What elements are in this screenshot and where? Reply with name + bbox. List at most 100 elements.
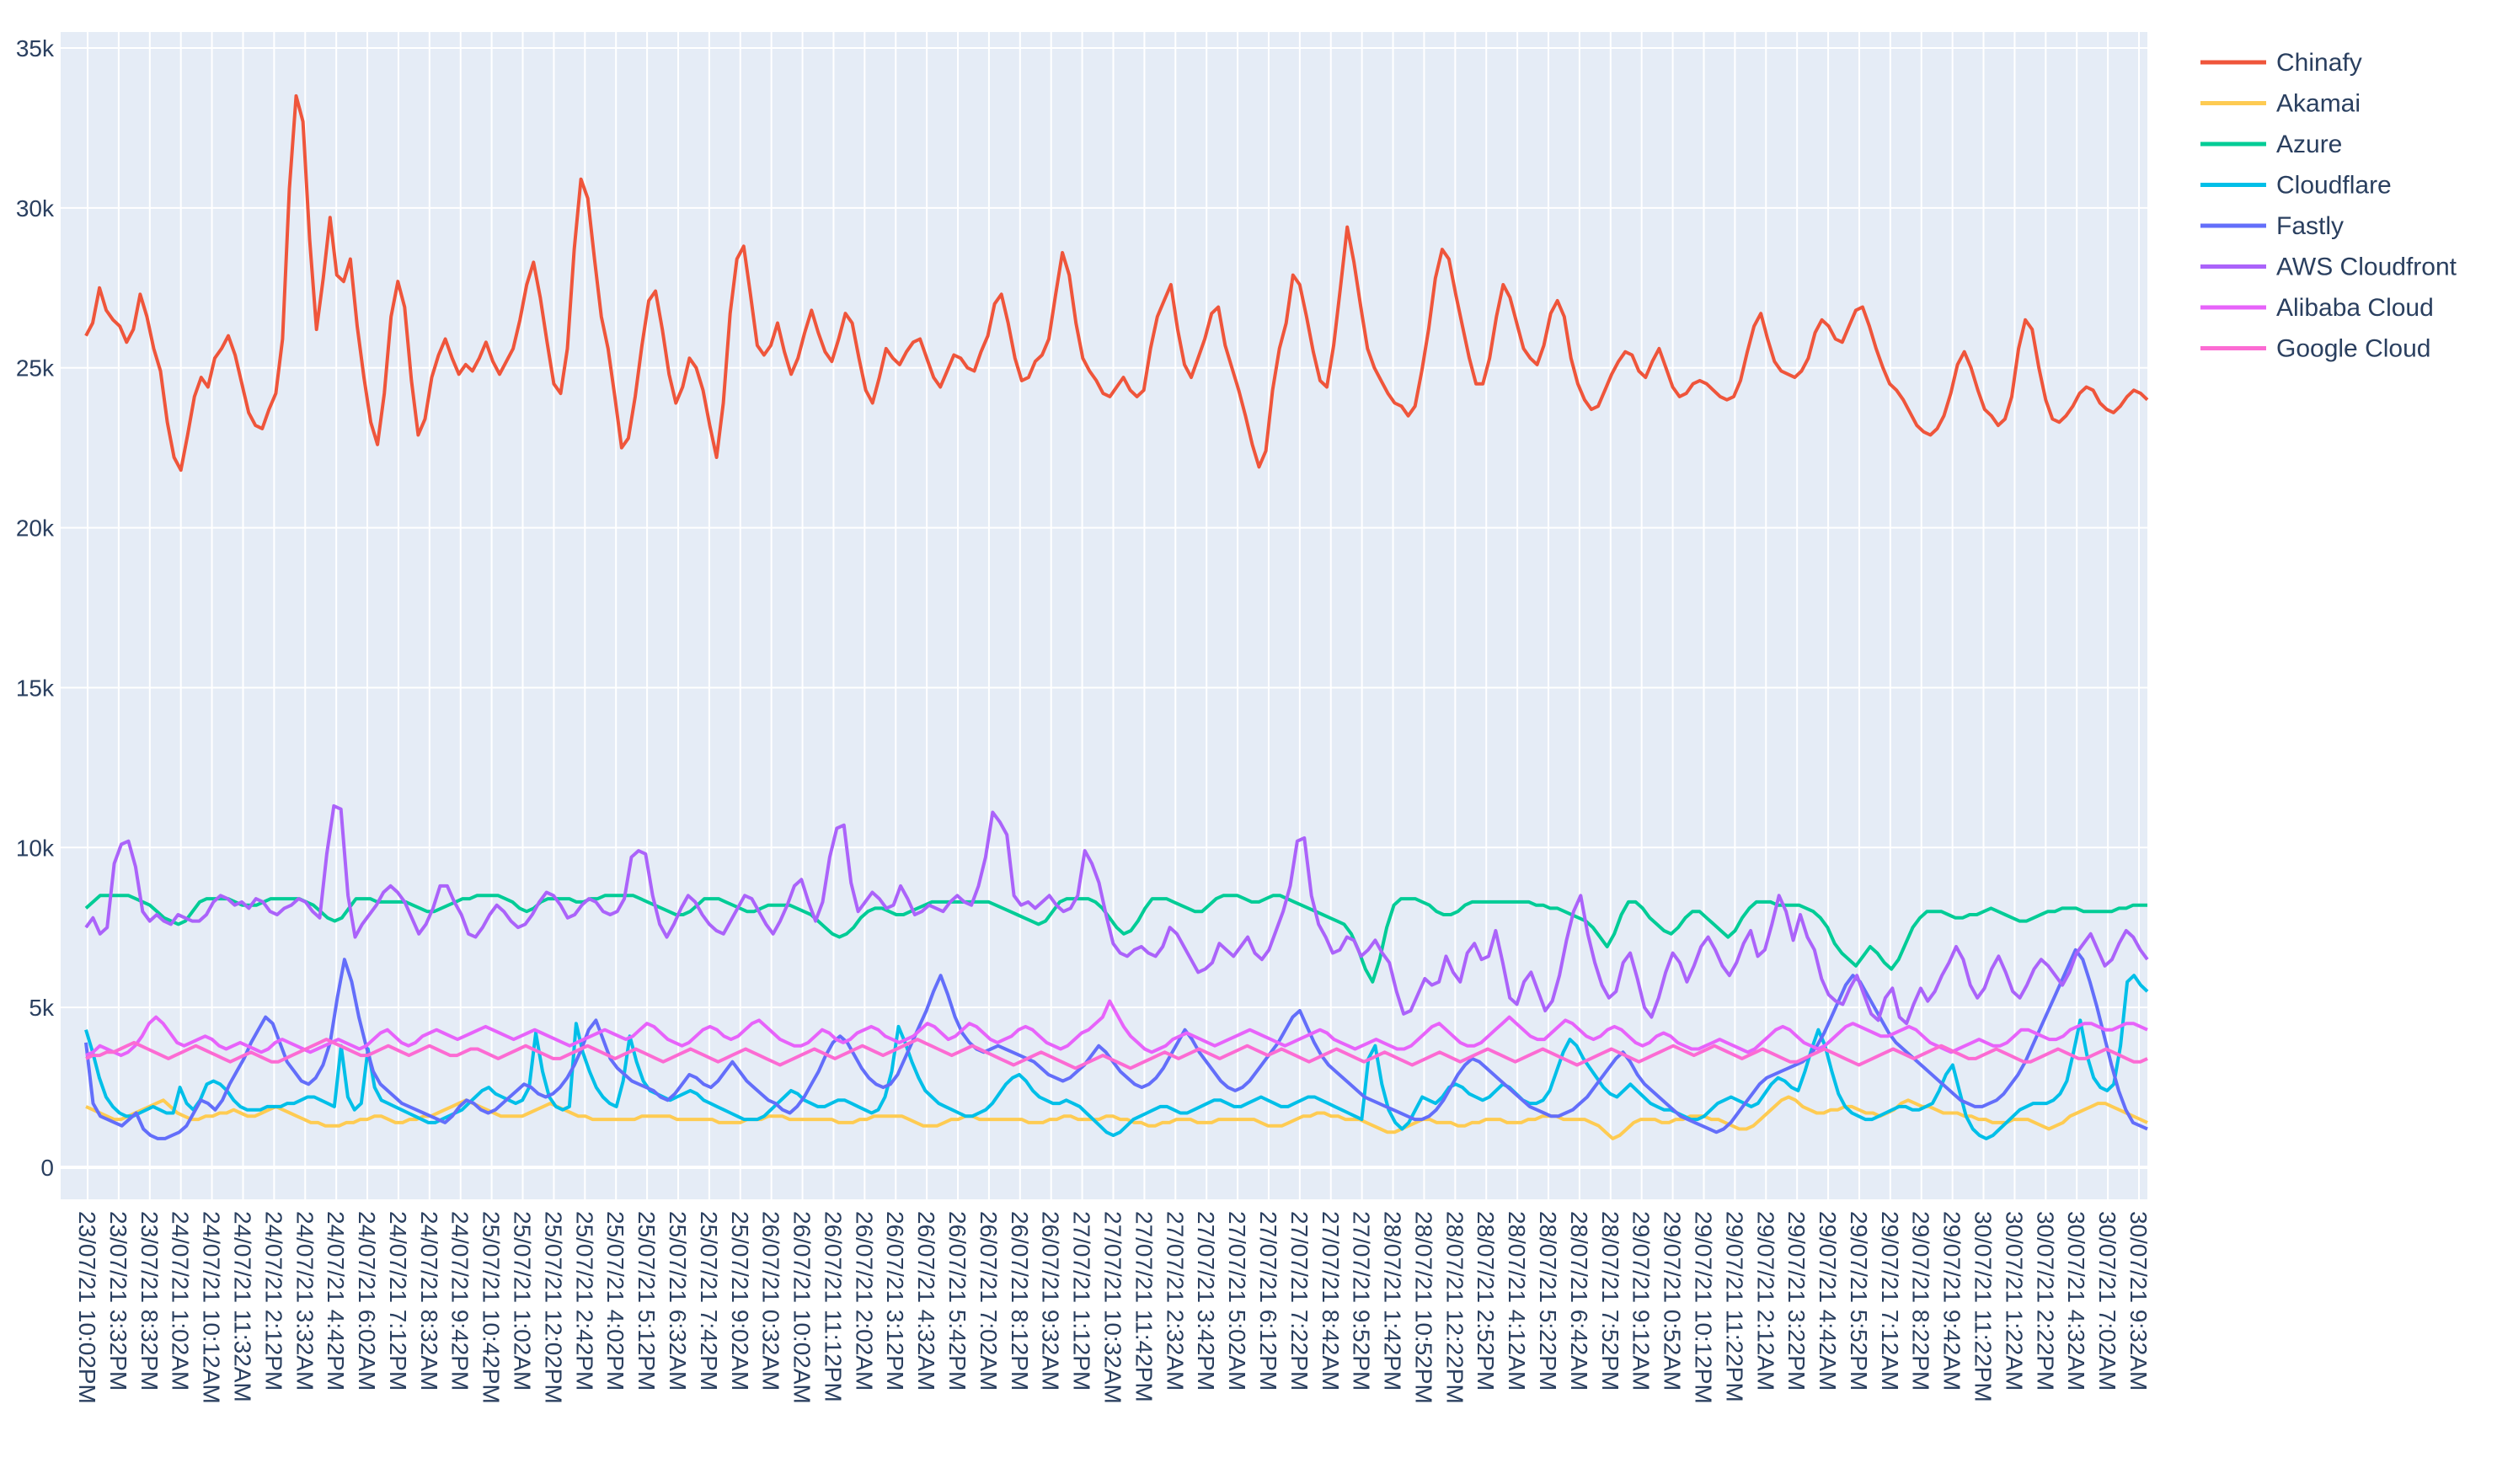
- legend-item[interactable]: Fastly: [2200, 212, 2344, 240]
- y-tick-label: 10k: [16, 835, 55, 861]
- x-tick-label: 29/07/21 7:12AM: [1877, 1211, 1903, 1391]
- x-tick-label: 28/07/21 6:42AM: [1566, 1211, 1592, 1391]
- y-axis-ticks: 0 5k 10k 15k 20k 25k 30k 35k: [16, 35, 55, 1181]
- legend-label: Azure: [2276, 131, 2342, 158]
- x-tick-label: 23/07/21 3:32PM: [105, 1211, 131, 1391]
- x-tick-label: 24/07/21 6:02AM: [354, 1211, 380, 1391]
- x-tick-label: 27/07/21 10:32AM: [1100, 1211, 1126, 1404]
- x-tick-label: 25/07/21 12:02PM: [540, 1211, 566, 1404]
- x-tick-label: 26/07/21 3:12PM: [882, 1211, 908, 1391]
- x-tick-label: 29/07/21 3:22PM: [1783, 1211, 1810, 1391]
- x-tick-label: 30/07/21 7:02AM: [2094, 1211, 2120, 1391]
- x-tick-label: 29/07/21 5:52PM: [1846, 1211, 1872, 1391]
- legend-label: Chinafy: [2276, 49, 2362, 77]
- x-tick-label: 24/07/21 2:12PM: [260, 1211, 286, 1391]
- x-tick-label: 29/07/21 9:12AM: [1628, 1211, 1655, 1391]
- x-tick-label: 24/07/21 9:42PM: [447, 1211, 473, 1391]
- legend-label: Cloudflare: [2276, 172, 2392, 200]
- x-tick-label: 29/07/21 4:42AM: [1815, 1211, 1841, 1391]
- legend-item[interactable]: Alibaba Cloud: [2200, 294, 2434, 322]
- x-tick-label: 24/07/21 4:42PM: [323, 1211, 349, 1391]
- legend-label: Alibaba Cloud: [2276, 294, 2434, 322]
- x-tick-label: 25/07/21 9:02AM: [727, 1211, 753, 1391]
- x-tick-label: 27/07/21 5:02AM: [1224, 1211, 1250, 1391]
- legend-label: AWS Cloudfront: [2276, 254, 2457, 281]
- x-tick-label: 26/07/21 9:32AM: [1038, 1211, 1064, 1391]
- x-tick-label: 25/07/21 5:12PM: [634, 1211, 660, 1391]
- series-line-azure: [84, 894, 2147, 984]
- legend-label: Akamai: [2276, 90, 2361, 118]
- x-tick-label: 27/07/21 7:22PM: [1286, 1211, 1313, 1391]
- x-tick-label: 27/07/21 8:42AM: [1318, 1211, 1344, 1391]
- x-tick-label: 25/07/21 6:32AM: [665, 1211, 691, 1391]
- x-tick-label: 24/07/21 7:12PM: [385, 1211, 411, 1391]
- x-tick-label: 27/07/21 6:12PM: [1255, 1211, 1281, 1391]
- y-tick-label: 5k: [29, 995, 55, 1021]
- x-tick-label: 29/07/21 11:22PM: [1721, 1211, 1747, 1402]
- x-tick-label: 23/07/21 8:32PM: [136, 1211, 163, 1391]
- x-tick-label: 23/07/21 10:02PM: [74, 1211, 100, 1404]
- legend-item[interactable]: Chinafy: [2200, 49, 2362, 77]
- x-tick-label: 26/07/21 11:12PM: [820, 1211, 846, 1402]
- x-tick-label: 24/07/21 11:32AM: [229, 1211, 255, 1402]
- x-tick-label: 30/07/21 11:22PM: [1970, 1211, 1997, 1402]
- x-tick-label: 30/07/21 2:22PM: [2032, 1211, 2058, 1391]
- x-tick-label: 27/07/21 3:42PM: [1193, 1211, 1219, 1391]
- x-tick-label: 24/07/21 1:02AM: [168, 1211, 194, 1391]
- x-tick-label: 29/07/21 0:52AM: [1660, 1211, 1686, 1391]
- x-tick-label: 28/07/21 10:52PM: [1410, 1211, 1436, 1404]
- x-tick-label: 26/07/21 2:02AM: [851, 1211, 877, 1391]
- x-tick-label: 25/07/21 7:42PM: [696, 1211, 722, 1391]
- y-tick-label: 15k: [16, 675, 55, 701]
- y-tick-label: 35k: [16, 35, 55, 61]
- x-tick-label: 26/07/21 4:32AM: [913, 1211, 939, 1391]
- legend[interactable]: Chinafy Akamai Azure Cloudflare Fastly AWS Cl…: [2200, 49, 2457, 363]
- legend-label: Google Cloud: [2276, 335, 2430, 363]
- series-line-aws-cloudfront: [84, 803, 2149, 1026]
- x-tick-label: 29/07/21 2:12AM: [1752, 1211, 1778, 1391]
- legend-item[interactable]: AWS Cloudfront: [2200, 254, 2457, 281]
- x-tick-label: 28/07/21 1:42PM: [1380, 1211, 1406, 1391]
- x-axis-ticks: 23/07/21 10:02PM 23/07/21 3:32PM 23/07/21 …: [74, 1211, 2152, 1404]
- x-tick-label: 28/07/21 4:12AM: [1504, 1211, 1530, 1391]
- series-line-google-cloud: [85, 1038, 2148, 1070]
- x-tick-label: 29/07/21 8:22PM: [1908, 1211, 1934, 1391]
- legend-item[interactable]: Azure: [2200, 131, 2342, 158]
- x-tick-label: 29/07/21 9:42AM: [1939, 1211, 1965, 1391]
- x-tick-label: 24/07/21 10:12AM: [199, 1211, 225, 1404]
- series-lines: [84, 93, 2149, 1140]
- y-tick-label: 30k: [16, 195, 55, 222]
- plot-background: [61, 32, 2147, 1199]
- x-tick-label: 27/07/21 11:42PM: [1131, 1211, 1157, 1402]
- y-tick-label: 0: [40, 1155, 54, 1181]
- x-tick-label: 25/07/21 2:42PM: [571, 1211, 597, 1391]
- x-tick-label: 25/07/21 1:02AM: [510, 1211, 536, 1391]
- x-tick-label: 30/07/21 9:32AM: [2125, 1211, 2152, 1391]
- series-line-cloudflare: [84, 974, 2149, 1140]
- y-gridlines: [61, 46, 2147, 1170]
- x-tick-label: 26/07/21 7:02AM: [976, 1211, 1002, 1391]
- x-tick-label: 28/07/21 12:22PM: [1441, 1211, 1468, 1404]
- x-tick-label: 27/07/21 2:32AM: [1162, 1211, 1188, 1391]
- x-tick-label: 30/07/21 1:22AM: [2001, 1211, 2027, 1391]
- y-tick-label: 20k: [16, 515, 55, 542]
- legend-label: Fastly: [2276, 212, 2344, 240]
- legend-item[interactable]: Cloudflare: [2200, 172, 2392, 200]
- x-tick-label: 26/07/21 0:32AM: [758, 1211, 784, 1391]
- series-line-fastly: [84, 948, 2148, 1140]
- series-line-chinafy: [84, 93, 2149, 472]
- x-tick-label: 28/07/21 5:22PM: [1535, 1211, 1561, 1391]
- x-tick-label: 24/07/21 3:32AM: [291, 1211, 318, 1391]
- x-tick-label: 24/07/21 8:32AM: [416, 1211, 442, 1391]
- x-tick-label: 25/07/21 10:42PM: [479, 1211, 505, 1404]
- x-tick-label: 26/07/21 5:42PM: [944, 1211, 970, 1391]
- x-tick-label: 27/07/21 9:52PM: [1349, 1211, 1375, 1391]
- x-tick-label: 27/07/21 1:12PM: [1069, 1211, 1095, 1391]
- legend-item[interactable]: Google Cloud: [2200, 335, 2430, 363]
- x-tick-label: 28/07/21 7:52PM: [1597, 1211, 1623, 1391]
- y-tick-label: 25k: [16, 355, 55, 382]
- x-tick-label: 30/07/21 4:32AM: [2063, 1211, 2089, 1391]
- legend-item[interactable]: Akamai: [2200, 90, 2361, 118]
- x-tick-label: 28/07/21 2:52PM: [1473, 1211, 1499, 1391]
